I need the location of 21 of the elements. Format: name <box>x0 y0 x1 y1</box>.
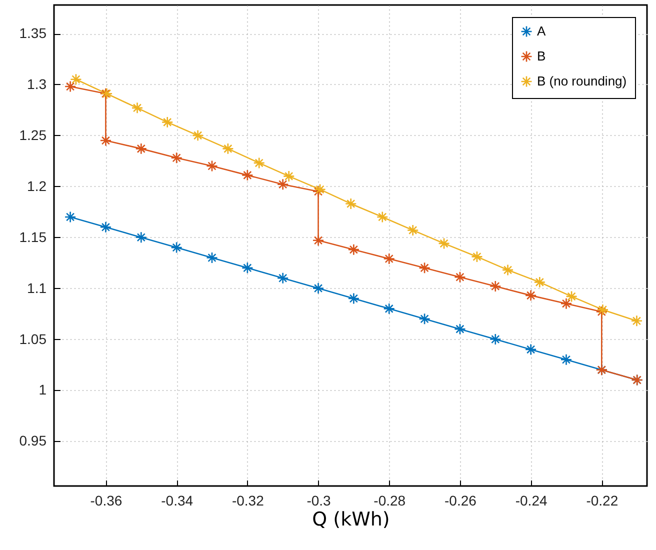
legend-label: B (no rounding) <box>537 74 627 88</box>
y-tick-label: 1.3 <box>27 76 47 92</box>
x-tick-label: -0.36 <box>90 492 122 508</box>
y-tick-label: 0.95 <box>19 432 47 449</box>
x-tick-label: -0.22 <box>586 492 618 508</box>
x-tick-label: -0.32 <box>232 492 264 508</box>
y-tick-label: 1.2 <box>27 178 47 194</box>
x-tick-label: -0.3 <box>306 492 332 508</box>
x-tick-label: -0.34 <box>161 492 194 508</box>
y-tick-label: 1.35 <box>19 25 47 42</box>
x-tick-label: -0.28 <box>374 492 406 508</box>
y-tick-label: 1.25 <box>19 126 47 143</box>
y-tick-label: 1.15 <box>19 228 47 245</box>
x-tick-label: -0.24 <box>515 492 548 508</box>
y-tick-label: 1.1 <box>27 280 47 296</box>
x-tick-label: -0.26 <box>444 492 477 508</box>
x-axis-title: Q (kWh) <box>312 508 390 530</box>
y-tick-label: 1 <box>38 382 47 398</box>
y-tick-label: 1.05 <box>19 330 47 347</box>
legend-label: A <box>537 24 546 38</box>
legend-label: B <box>537 48 546 64</box>
